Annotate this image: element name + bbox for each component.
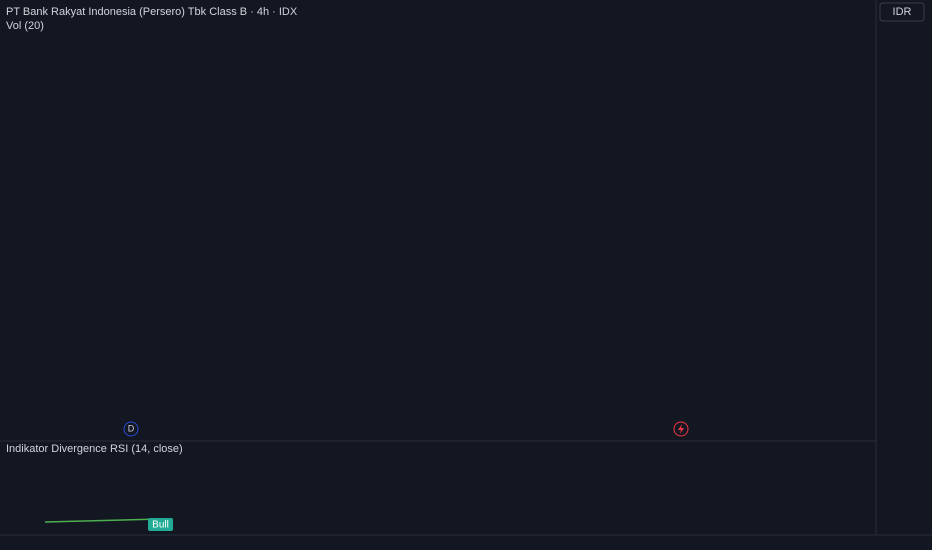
- divergence-line: [44, 518, 161, 523]
- currency-box[interactable]: [879, 2, 925, 22]
- volume-title: Vol (20): [6, 20, 44, 32]
- rsi-title: Indikator Divergence RSI (14, close): [6, 443, 183, 455]
- earnings-bolt: [678, 424, 684, 434]
- currency: IDR: [893, 6, 912, 18]
- dividend-icon[interactable]: [123, 421, 139, 437]
- chart-title: PT Bank Rakyat Indonesia (Persero) Tbk C…: [6, 6, 298, 18]
- dividend-icon-letter: D: [128, 423, 135, 433]
- divergence-label: Bull: [152, 520, 169, 531]
- divergence-badge: [148, 518, 173, 531]
